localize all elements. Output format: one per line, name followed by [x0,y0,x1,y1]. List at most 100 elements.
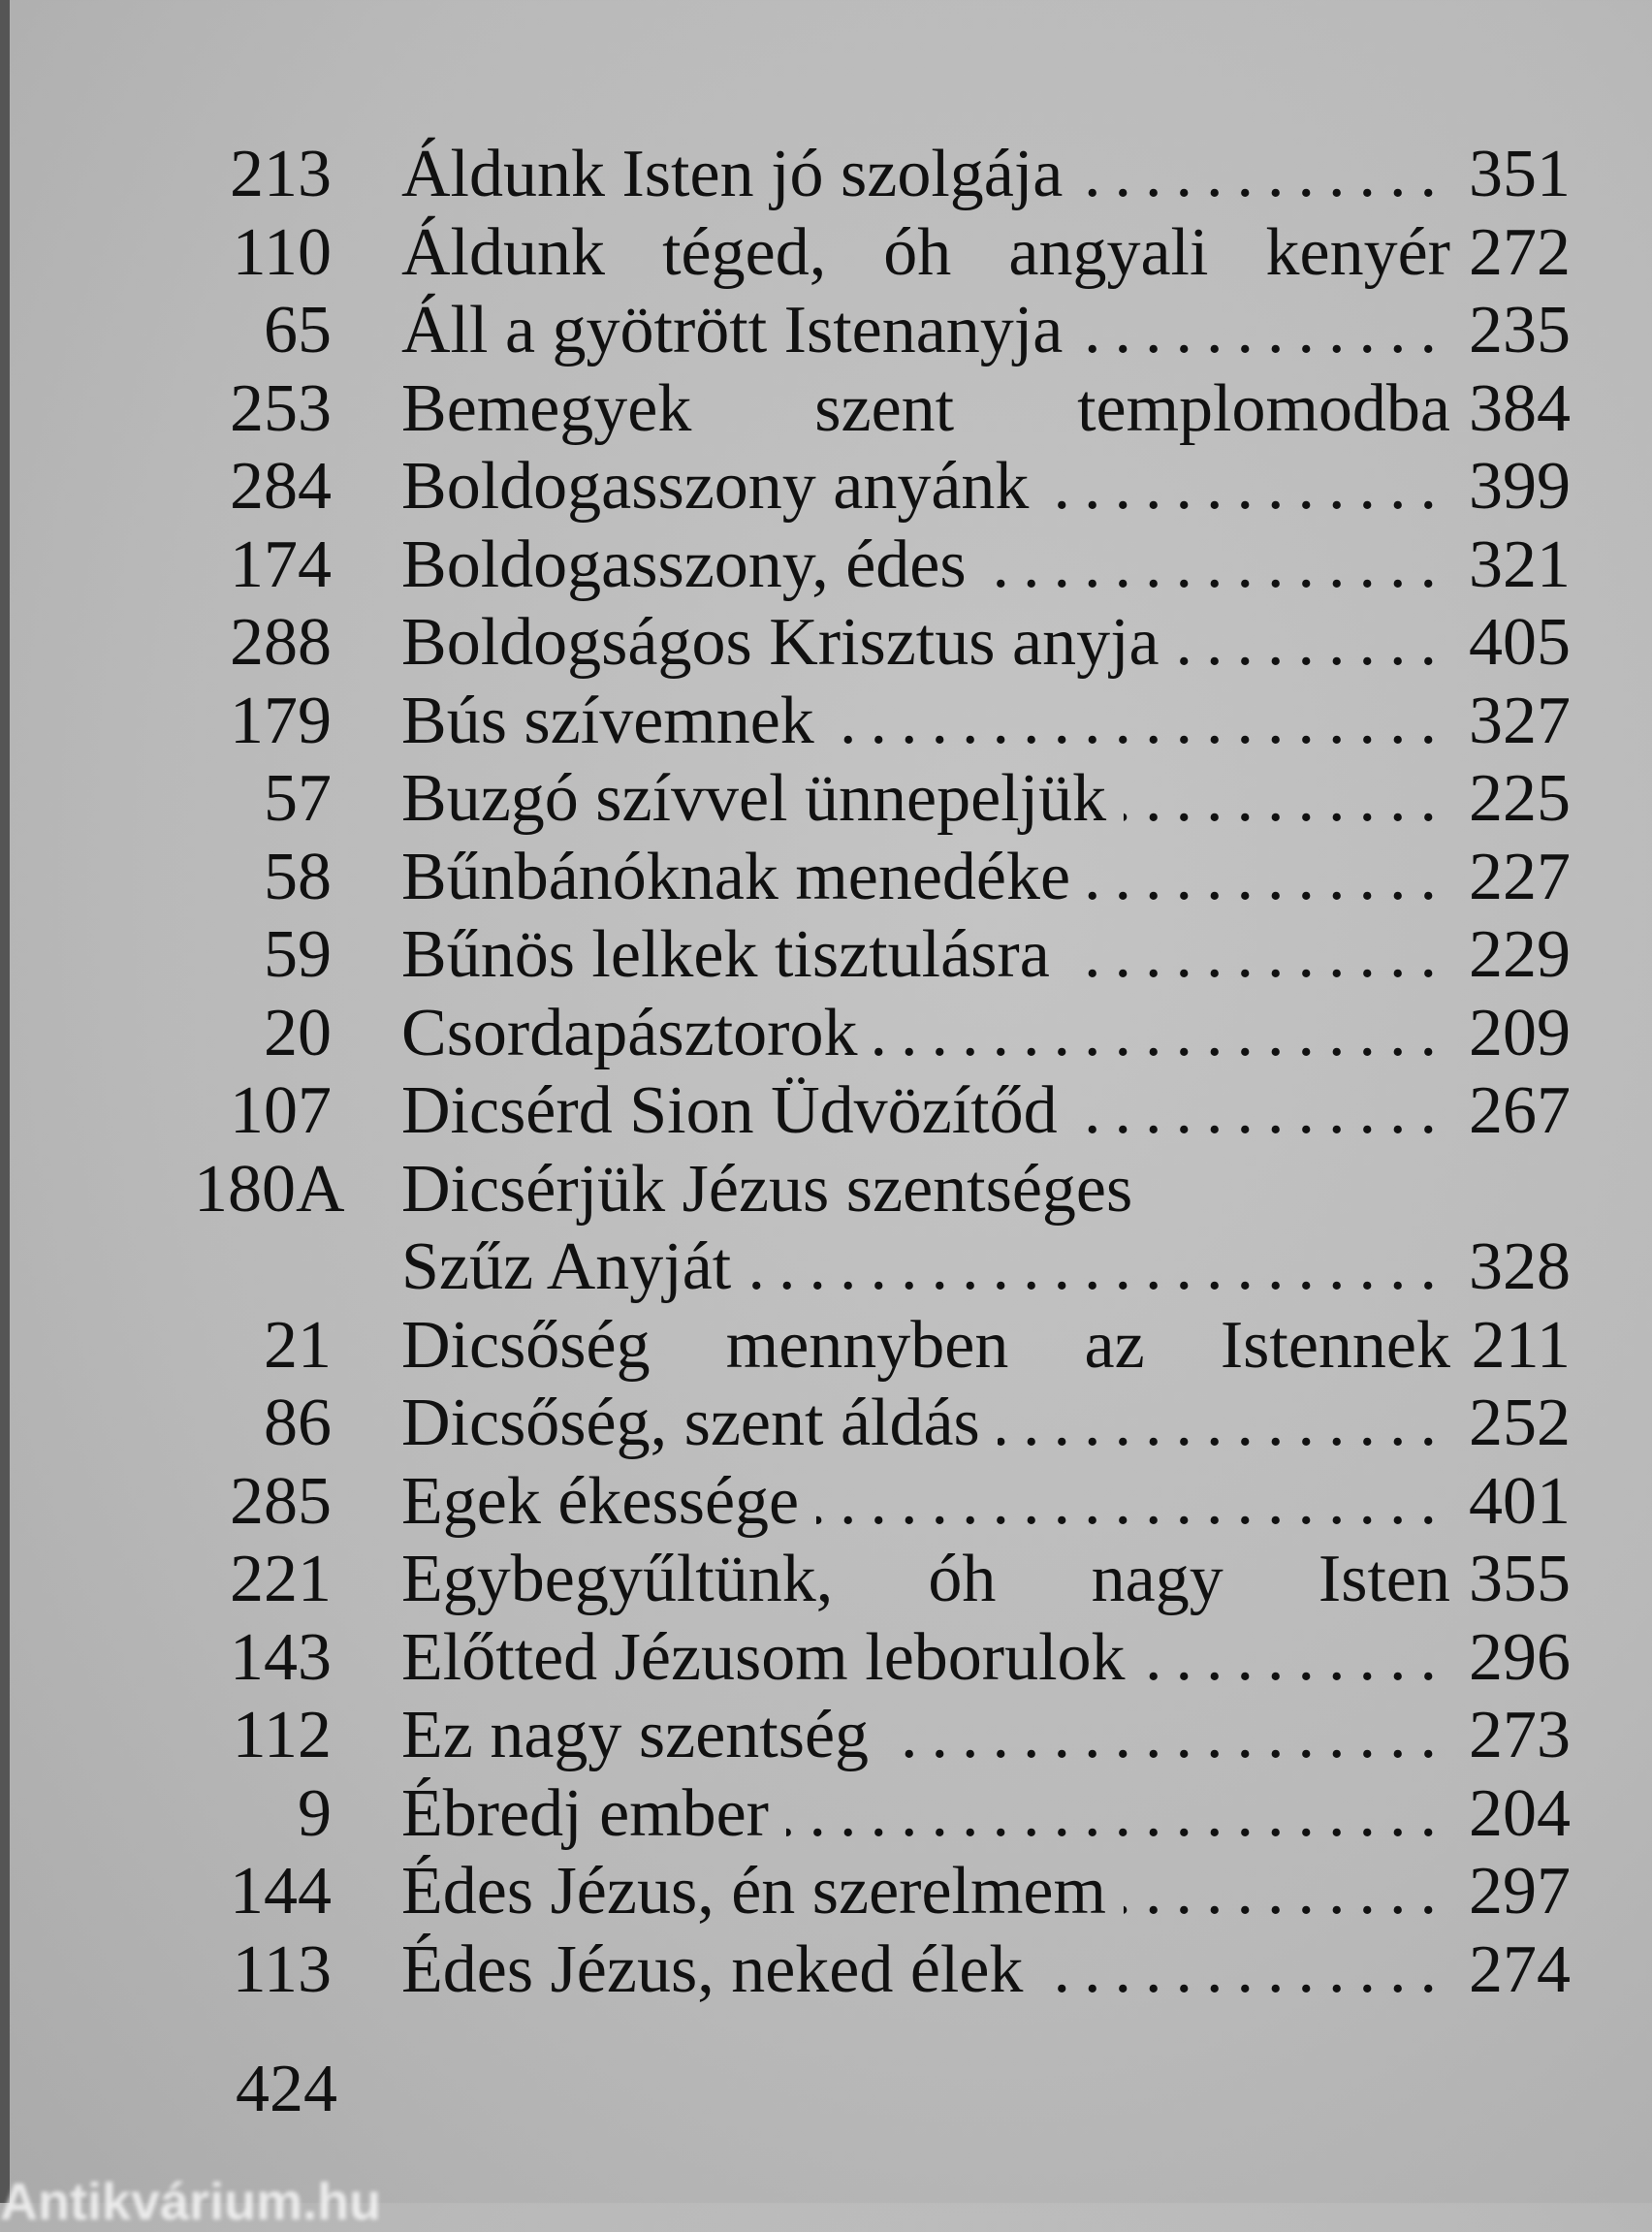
song-number: 288 [230,605,332,680]
index-entry: 213 Áldunk Isten jó szolgája.............… [194,136,1571,214]
entry-title: Boldogasszony anyánk....................… [401,448,1450,526]
song-number: 107 [230,1073,332,1148]
page-reference: 296 [1469,1619,1571,1695]
dot-leader: ........................................… [997,1386,1450,1460]
song-number: 285 [230,1463,332,1539]
index-entry: 174 Boldogasszony, édes..................… [194,526,1571,605]
song-number: 58 [264,839,332,914]
dot-leader: ........................................… [886,1698,1450,1772]
title-text: Előtted Jézusom leborulok [401,1619,1126,1695]
index-entry: 65 Áll a gyötrött Istenanyja.............… [194,292,1571,370]
dot-leader: ........................................… [1080,293,1450,367]
song-number: 213 [230,137,332,211]
page-reference: 297 [1469,1854,1571,1929]
song-number: 110 [232,214,332,290]
index-entry: 20 Csordapásztorok.......................… [194,995,1571,1073]
song-number: 180A [194,1151,345,1227]
page-reference: 211 [1471,1307,1571,1383]
page-reference: 274 [1469,1931,1571,2007]
page-reference: 321 [1469,526,1571,602]
dot-leader: ........................................… [1080,137,1450,211]
page-reference: 405 [1469,605,1571,680]
dot-leader: ........................................… [748,1229,1450,1304]
title-text: Édes Jézus, neked élek [401,1931,1024,2007]
entry-title: Édes Jézus, neked élek..................… [401,1931,1450,2009]
entry-title: Boldogasszony, édes.....................… [401,526,1450,604]
song-number: 20 [264,995,332,1070]
index-entry: 58 Bűnbánóknak menedéke..................… [194,839,1571,917]
title-text: Bemegyek szent templomodba [401,370,1450,446]
song-number: 65 [264,293,332,367]
dot-leader: ........................................… [1067,917,1450,992]
index-entry: 21 Dicsőség mennyben az Istennek 211 [194,1307,1571,1386]
index-entry: 144 Édes Jézus, én szerelmem.............… [194,1853,1571,1931]
title-text: Boldogasszony, édes [401,526,967,602]
dot-leader: ........................................… [1075,1073,1450,1148]
index-entry: 143 Előtted Jézusom leborulok............… [194,1619,1571,1698]
index-entry: 285 Egek ékessége........................… [194,1463,1571,1542]
entry-title: Előtted Jézusom leborulok...............… [401,1619,1450,1697]
title-text: Dicsőség, szent áldás [401,1386,980,1460]
song-number: 21 [264,1307,332,1383]
index-entry: Szűz Anyját.............................… [194,1228,1571,1307]
index-entry: 180A Dicsérjük Jézus szentséges [194,1151,1571,1229]
title-text: Ébredj ember [401,1775,769,1851]
page-reference: 267 [1469,1073,1571,1148]
page-reference: 209 [1469,995,1571,1070]
entry-title: Áldunk téged, óh angyali kenyér [401,214,1450,292]
title-text: Egybegyűltünk, óh nagy Isten [401,1542,1450,1616]
title-text: Dicsőség mennyben az Istennek [401,1307,1450,1383]
entry-title: Ébredj ember............................… [401,1775,1450,1853]
dot-leader: ........................................… [874,995,1450,1070]
dot-leader: ........................................… [1124,761,1450,836]
song-number: 86 [264,1386,332,1460]
entry-title: Buzgó szívvel ünnepeljük................… [401,760,1450,838]
page-reference: 204 [1469,1775,1571,1851]
dot-leader: ........................................… [1143,1619,1450,1695]
index-entry: 57 Buzgó szívvel ünnepeljük..............… [194,760,1571,839]
index-entry: 107 Dicsérd Sion Üdvözítőd...............… [194,1072,1571,1151]
entry-title: Szűz Anyját.............................… [401,1228,1450,1306]
title-text: Dicsérjük Jézus szentséges [401,1151,1133,1227]
dot-leader: ........................................… [1088,839,1450,914]
index-entry: 113 Édes Jézus, neked élek...............… [194,1931,1571,2010]
title-text: Áll a gyötrött Istenanyja [401,293,1064,367]
title-text: Egek ékessége [401,1463,800,1539]
title-text: Édes Jézus, én szerelmem [401,1854,1106,1929]
title-text: Boldogságos Krisztus anyja [401,605,1160,680]
song-number: 112 [232,1698,332,1772]
entry-title: Egybegyűltünk, óh nagy Isten [401,1541,1450,1618]
title-text: Buzgó szívvel ünnepeljük [401,761,1107,836]
title-text: Bús szívemnek [401,683,814,758]
song-index: 213 Áldunk Isten jó szolgája.............… [194,136,1571,2009]
song-number: 9 [298,1775,332,1851]
dot-leader: ........................................… [1176,605,1450,680]
watermark: Antikvárium.hu [0,2173,382,2231]
title-text: Dicsérd Sion Üdvözítőd [401,1073,1058,1148]
song-number: 59 [264,917,332,992]
page-reference: 384 [1469,370,1571,446]
page-reference: 252 [1469,1386,1571,1460]
song-number: 253 [230,370,332,446]
page-reference: 225 [1469,761,1571,836]
index-entry: 112 Ez nagy szentség.....................… [194,1697,1571,1775]
index-entry: 110 Áldunk téged, óh angyali kenyér 272 [194,214,1571,293]
title-text: Bűnös lelkek tisztulásra [401,917,1050,992]
page-reference: 399 [1469,449,1571,524]
page-edge-shadow [0,0,10,2203]
song-number: 143 [230,1619,332,1695]
title-text: Boldogasszony anyánk [401,449,1030,524]
page-reference: 351 [1469,137,1571,211]
index-entry: 59 Bűnös lelkek tisztulásra..............… [194,916,1571,995]
song-number: 174 [230,526,332,602]
song-number: 179 [230,683,332,758]
song-number: 221 [230,1542,332,1616]
index-entry: 86 Dicsőség, szent áldás.................… [194,1385,1571,1463]
entry-title: Bűnös lelkek tisztulásra................… [401,916,1450,994]
song-number: 144 [230,1854,332,1929]
dot-leader: ........................................… [816,1463,1450,1539]
title-text: Csordapásztorok [401,995,858,1070]
title-text: Bűnbánóknak menedéke [401,839,1071,914]
entry-title: Édes Jézus, én szerelmem................… [401,1853,1450,1930]
page-reference: 273 [1469,1698,1571,1772]
